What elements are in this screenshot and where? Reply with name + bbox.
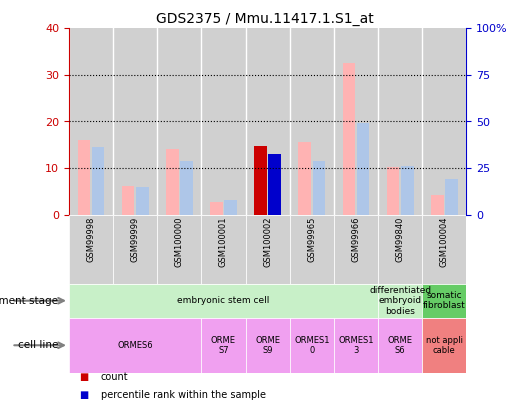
Bar bbox=[245, 28, 290, 215]
Text: ■: ■ bbox=[80, 372, 89, 382]
Bar bbox=[157, 28, 201, 215]
Text: ORME
S9: ORME S9 bbox=[255, 336, 280, 355]
Bar bbox=[113, 28, 157, 215]
Text: GSM99998: GSM99998 bbox=[86, 217, 95, 262]
Bar bbox=[422, 318, 466, 373]
Text: ORME
S6: ORME S6 bbox=[387, 336, 413, 355]
Text: not appli
cable: not appli cable bbox=[426, 336, 463, 355]
Text: cell line: cell line bbox=[18, 340, 58, 350]
Bar bbox=[166, 149, 179, 215]
Text: embryonic stem cell: embryonic stem cell bbox=[178, 296, 270, 305]
Bar bbox=[422, 28, 466, 215]
Text: ■: ■ bbox=[80, 390, 89, 400]
Text: count: count bbox=[101, 372, 128, 382]
Bar bbox=[290, 318, 334, 373]
Bar bbox=[334, 215, 378, 284]
Text: GSM99966: GSM99966 bbox=[351, 217, 360, 262]
Bar bbox=[136, 187, 148, 215]
Text: ORME
S7: ORME S7 bbox=[211, 336, 236, 355]
Bar bbox=[268, 154, 281, 215]
Bar bbox=[92, 147, 104, 215]
Bar bbox=[268, 154, 281, 215]
Text: GSM99965: GSM99965 bbox=[307, 217, 316, 262]
Bar bbox=[445, 179, 458, 215]
Bar bbox=[378, 284, 422, 318]
Bar bbox=[245, 215, 290, 284]
Text: differentiated
embryoid
bodies: differentiated embryoid bodies bbox=[369, 286, 431, 315]
Text: GSM100004: GSM100004 bbox=[440, 217, 449, 267]
Bar bbox=[77, 140, 90, 215]
Bar bbox=[378, 318, 422, 373]
Bar bbox=[113, 215, 157, 284]
Bar bbox=[201, 318, 245, 373]
Text: GSM100000: GSM100000 bbox=[175, 217, 184, 267]
Bar bbox=[69, 28, 113, 215]
Bar bbox=[431, 195, 444, 215]
Bar bbox=[422, 215, 466, 284]
Bar bbox=[290, 28, 334, 215]
Bar bbox=[224, 200, 237, 215]
Bar bbox=[69, 318, 201, 373]
Text: GSM99999: GSM99999 bbox=[131, 217, 139, 262]
Bar bbox=[254, 146, 267, 215]
Bar bbox=[201, 215, 245, 284]
Bar bbox=[342, 63, 355, 215]
Bar bbox=[201, 28, 245, 215]
Bar bbox=[422, 284, 466, 318]
Bar bbox=[254, 146, 267, 215]
Text: ORMES6: ORMES6 bbox=[117, 341, 153, 350]
Bar bbox=[401, 166, 413, 215]
Bar bbox=[210, 202, 223, 215]
Bar bbox=[180, 161, 193, 215]
Text: somatic
fibroblast: somatic fibroblast bbox=[423, 291, 466, 310]
Bar bbox=[313, 161, 325, 215]
Text: GSM100001: GSM100001 bbox=[219, 217, 228, 267]
Bar bbox=[378, 215, 422, 284]
Text: development stage: development stage bbox=[0, 296, 58, 306]
Bar bbox=[387, 167, 400, 215]
Text: ORMES1
3: ORMES1 3 bbox=[338, 336, 374, 355]
Text: percentile rank within the sample: percentile rank within the sample bbox=[101, 390, 266, 400]
Text: GDS2375 / Mmu.11417.1.S1_at: GDS2375 / Mmu.11417.1.S1_at bbox=[156, 12, 374, 26]
Bar bbox=[122, 186, 135, 215]
Text: GSM99840: GSM99840 bbox=[396, 217, 404, 262]
Bar bbox=[157, 215, 201, 284]
Bar bbox=[290, 215, 334, 284]
Bar bbox=[69, 284, 378, 318]
Bar bbox=[357, 124, 369, 215]
Bar bbox=[245, 318, 290, 373]
Bar bbox=[298, 143, 311, 215]
Bar bbox=[334, 28, 378, 215]
Bar bbox=[69, 215, 113, 284]
Text: GSM100002: GSM100002 bbox=[263, 217, 272, 267]
Text: ORMES1
0: ORMES1 0 bbox=[294, 336, 330, 355]
Bar bbox=[378, 28, 422, 215]
Bar bbox=[334, 318, 378, 373]
